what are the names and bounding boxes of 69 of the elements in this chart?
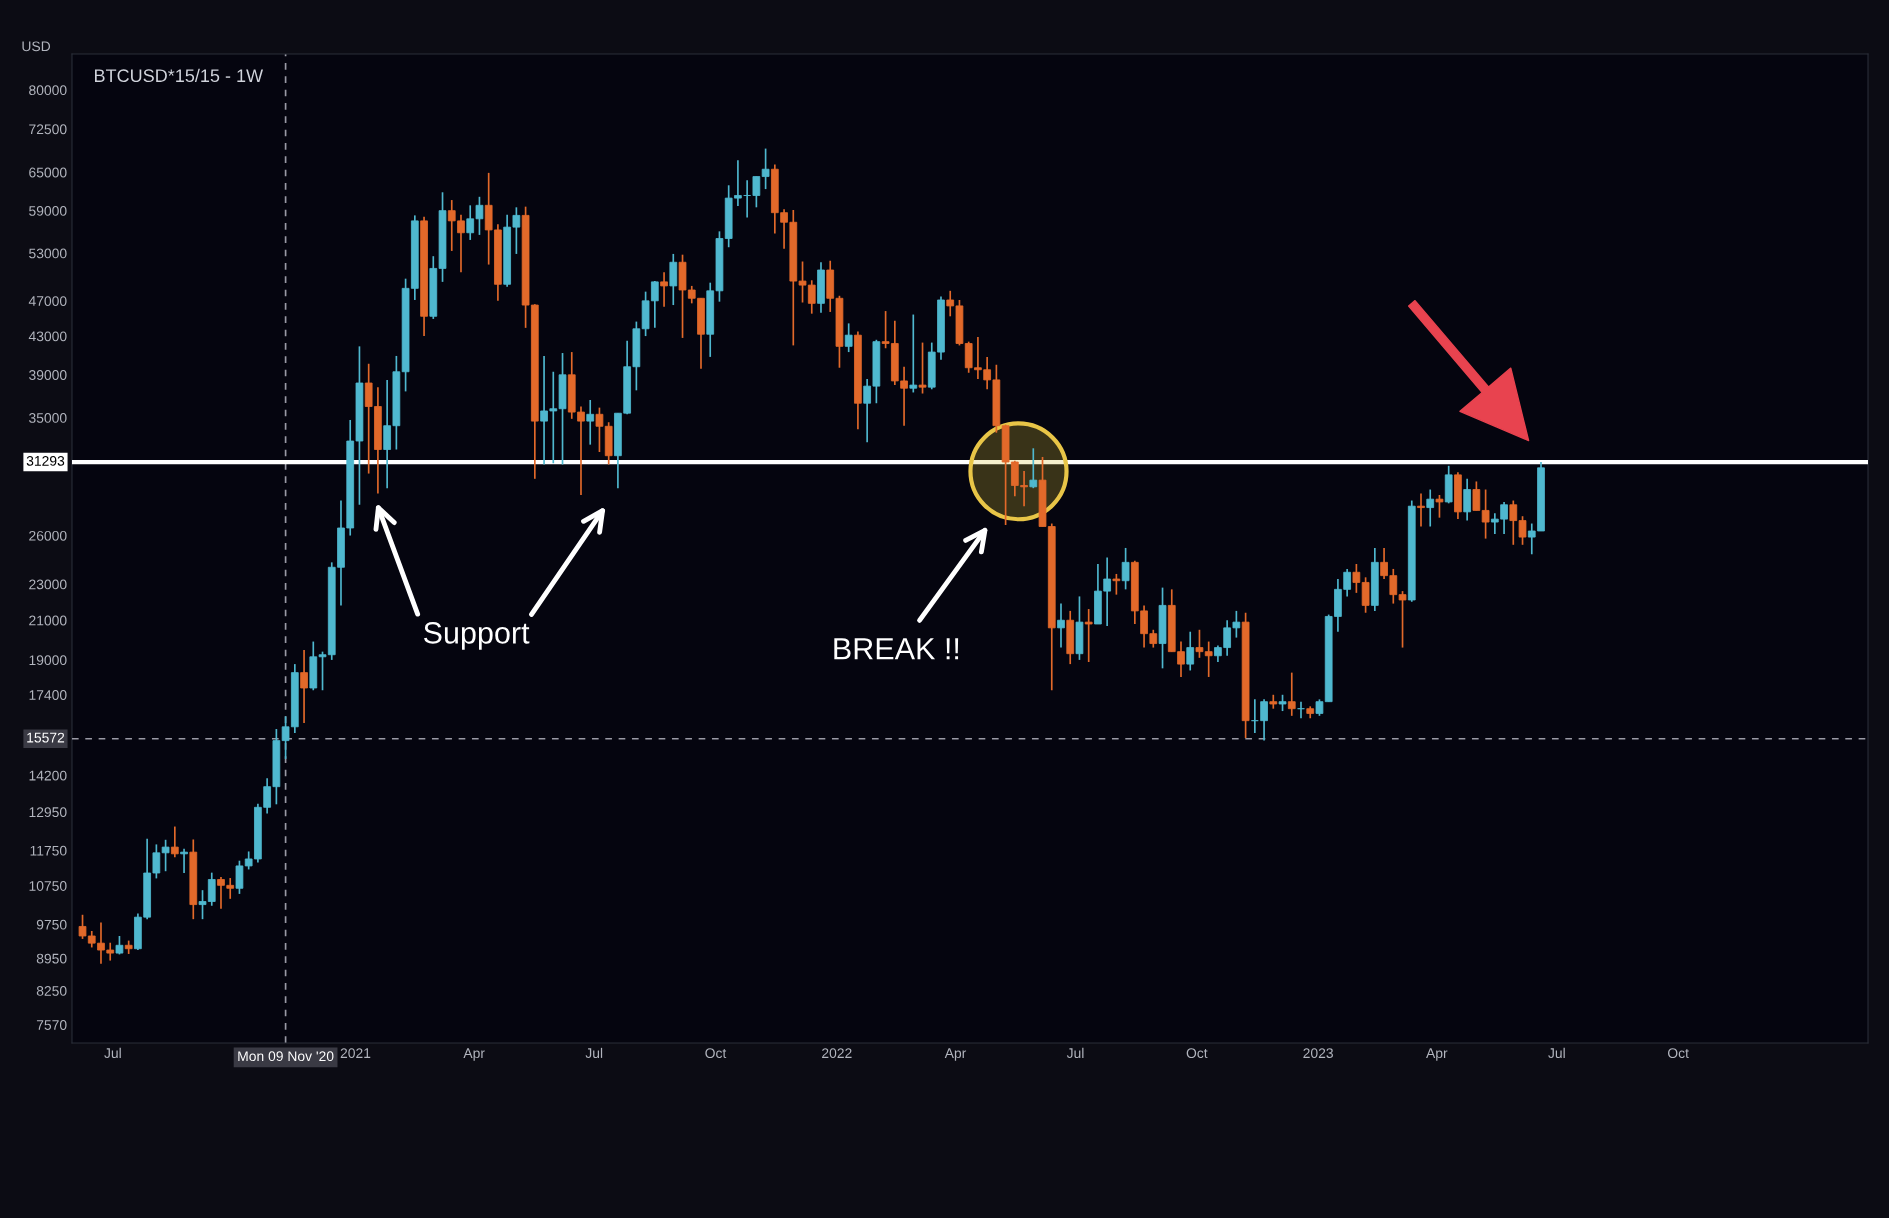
candlestick — [660, 271, 668, 308]
y-tick-label: 26000 — [29, 530, 67, 541]
x-tick-label: 2022 — [822, 1048, 852, 1059]
annotation: BREAK !! — [834, 638, 959, 660]
ref-line-label: 31293 — [26, 455, 65, 466]
y-tick-label: 65000 — [29, 167, 67, 178]
candlestick — [1426, 488, 1435, 528]
candlestick — [1186, 630, 1195, 672]
y-tick-label: 59000 — [29, 205, 67, 216]
y-tick-label: 14200 — [29, 770, 67, 781]
y-tick-label: 10750 — [29, 881, 67, 891]
candlestick — [586, 399, 595, 446]
candlestick — [1435, 494, 1444, 519]
y-tick-label: 23000 — [29, 579, 67, 590]
ref-line-label: 15572 — [27, 732, 65, 743]
candlestick — [1472, 480, 1481, 512]
candlestick — [1260, 698, 1268, 742]
y-tick-label: 72500 — [29, 124, 67, 135]
y-tick-label: 53000 — [29, 248, 67, 259]
candlestick — [1481, 488, 1490, 540]
annotation: Support — [423, 622, 530, 650]
x-tick-label: Jul — [1066, 1047, 1084, 1059]
candlestick — [300, 649, 308, 724]
candlestick — [1352, 563, 1361, 594]
x-tick-label: Jul — [1548, 1047, 1565, 1059]
candlestick — [1463, 477, 1471, 522]
y-tick-label: 43000 — [28, 331, 67, 342]
x-tick-label: Oct — [1667, 1048, 1689, 1059]
candlestick — [161, 838, 170, 873]
y-tick-label: 47000 — [28, 296, 67, 306]
candlestick — [1057, 602, 1065, 649]
y-tick-label: 35000 — [29, 413, 67, 423]
candlestick — [1417, 492, 1425, 528]
x-tick-label: Apr — [944, 1048, 967, 1061]
y-tick-label: 21000 — [29, 615, 67, 626]
candlestick — [1121, 547, 1130, 591]
x-tick-label: Apr — [1426, 1048, 1448, 1061]
x-tick-label: 2023 — [1303, 1048, 1333, 1059]
y-tick-label: 8250 — [36, 985, 67, 996]
y-tick-label: 9750 — [36, 919, 67, 930]
y-tick-label: 7570 — [36, 1020, 67, 1030]
candlestick — [918, 341, 927, 395]
candlestick — [761, 147, 770, 190]
candlestick — [1287, 671, 1296, 717]
text: BTCUSD*15/15 - 1W — [95, 68, 264, 83]
ref-line-label: Mon 09 Nov '20 — [238, 1051, 334, 1062]
x-tick-label: Jul — [585, 1047, 603, 1059]
candlestick — [1084, 608, 1093, 663]
x-tick-label: Jul — [104, 1047, 121, 1059]
y-tick-label: 19000 — [29, 655, 67, 666]
candlestick — [180, 847, 188, 874]
candlestick — [844, 322, 853, 353]
candlestick — [1361, 576, 1370, 614]
y-tick-label: 39000 — [29, 370, 67, 380]
x-tick-label: 2021 — [340, 1048, 371, 1059]
x-tick-label: Apr — [463, 1048, 485, 1061]
y-tick-label: 11750 — [30, 845, 67, 856]
candlestick — [1112, 573, 1121, 596]
y-tick-label: 80000 — [29, 85, 67, 96]
y-tick-label: 8950 — [36, 953, 67, 964]
candlestick — [170, 825, 179, 859]
candlestick — [669, 253, 678, 306]
candlestick — [1029, 447, 1038, 490]
x-tick-label: Oct — [705, 1048, 727, 1059]
x-tick-label: Oct — [1186, 1048, 1208, 1059]
candlestick — [909, 313, 918, 394]
y-tick-label: 12950 — [29, 807, 67, 818]
y-axis-title: USD — [22, 41, 51, 52]
y-tick-label: 17400 — [29, 690, 67, 700]
